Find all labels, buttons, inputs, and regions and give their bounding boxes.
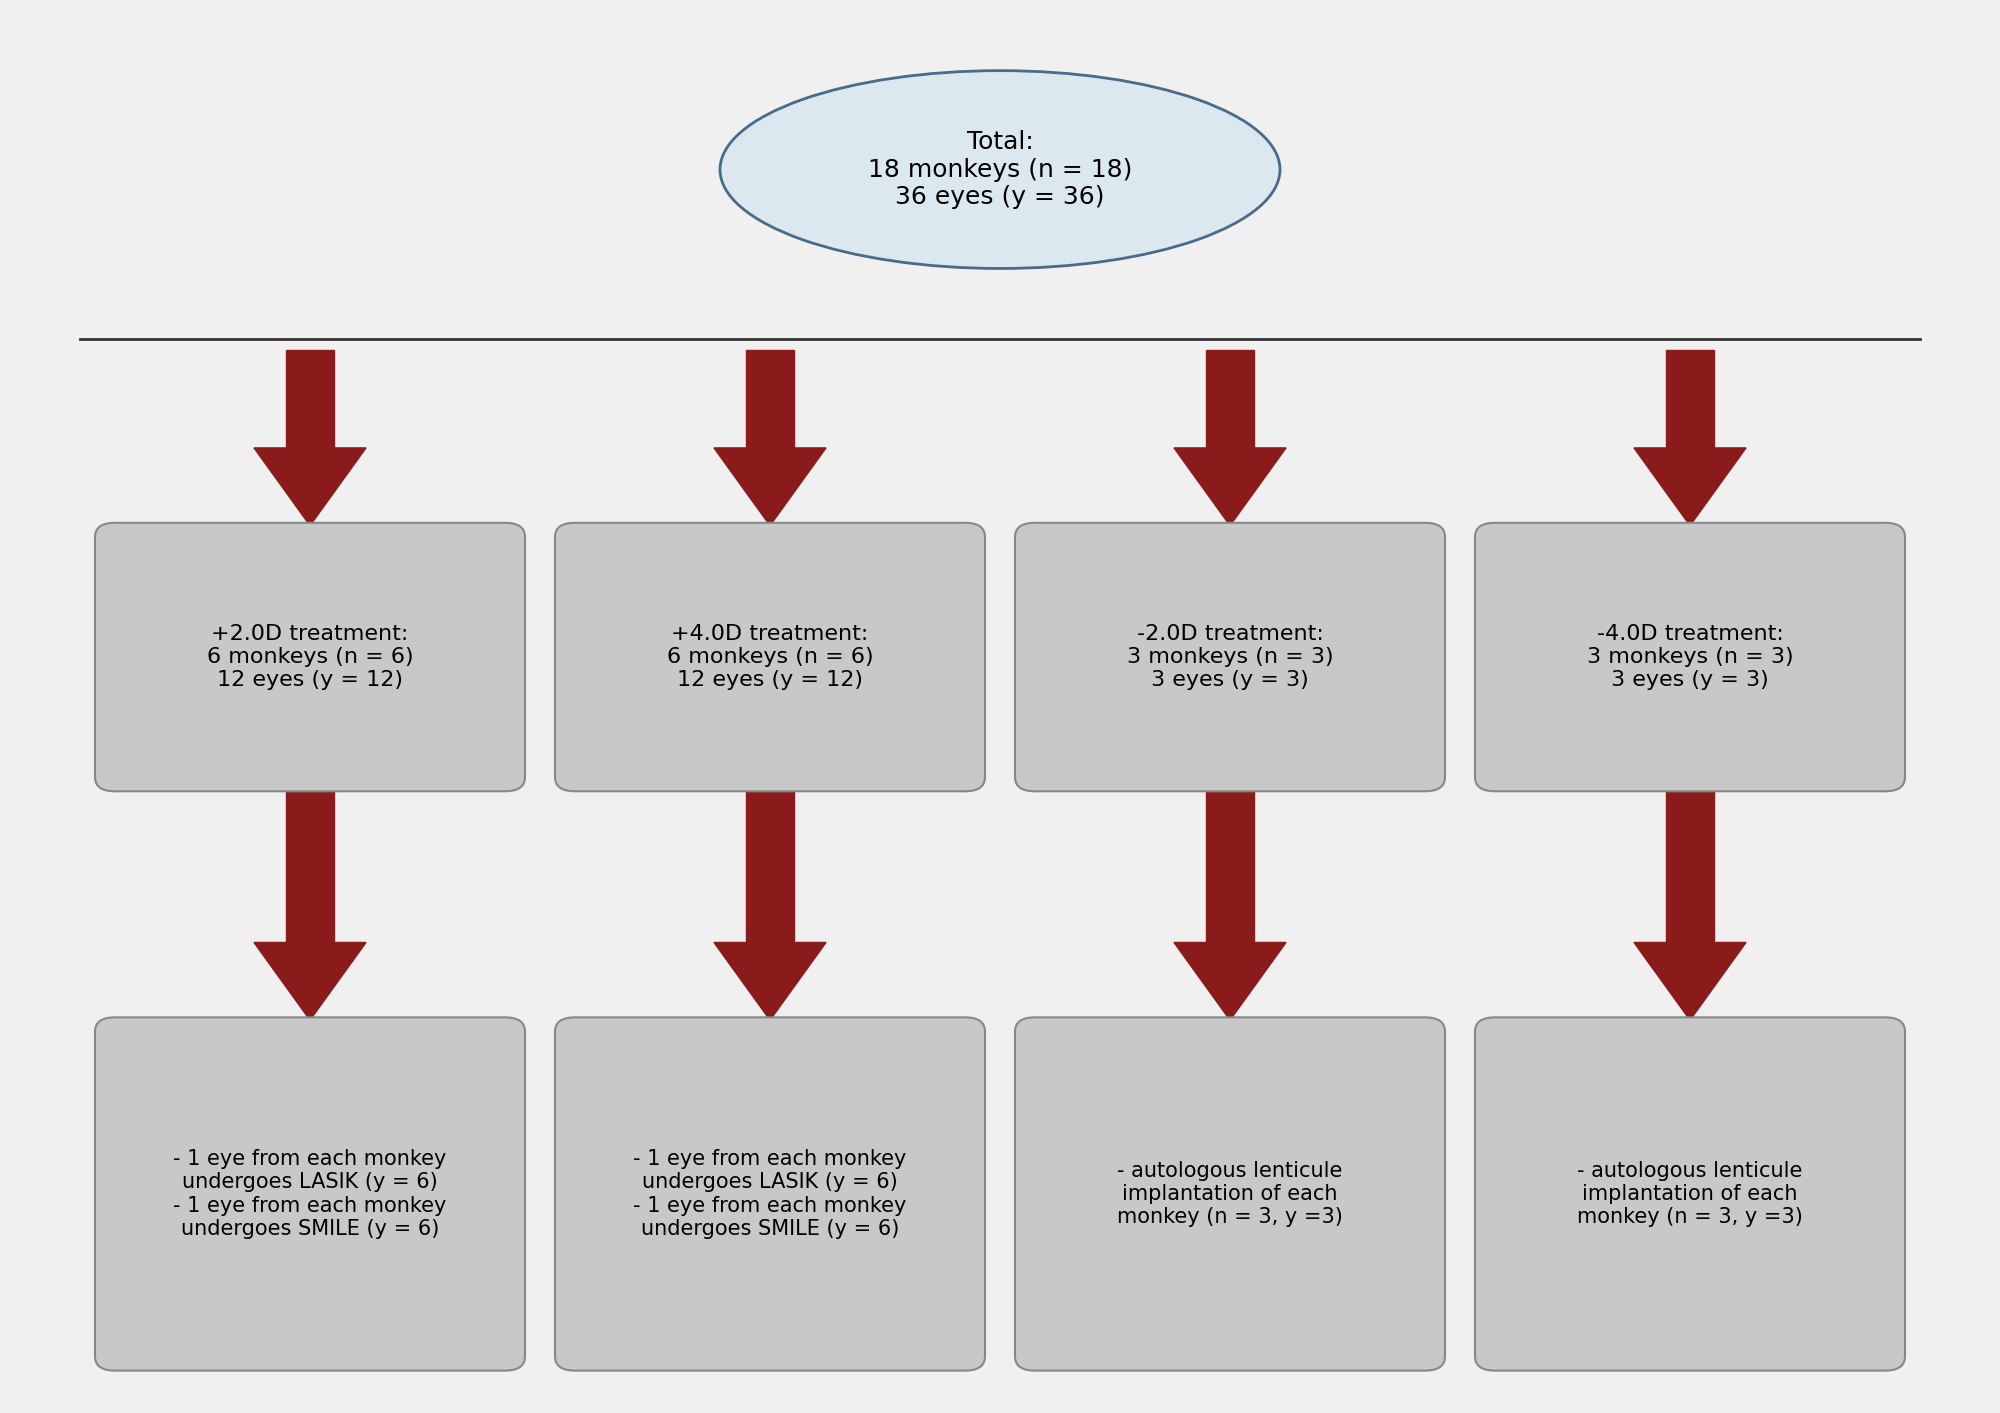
FancyBboxPatch shape <box>1014 1017 1444 1371</box>
Polygon shape <box>1206 788 1254 942</box>
Text: -2.0D treatment:
3 monkeys (n = 3)
3 eyes (y = 3): -2.0D treatment: 3 monkeys (n = 3) 3 eye… <box>1126 625 1334 690</box>
FancyBboxPatch shape <box>1014 523 1444 791</box>
Text: Total:
18 monkeys (n = 18)
36 eyes (y = 36): Total: 18 monkeys (n = 18) 36 eyes (y = … <box>868 130 1132 209</box>
Polygon shape <box>286 350 334 448</box>
Text: - 1 eye from each monkey
undergoes LASIK (y = 6)
- 1 eye from each monkey
underg: - 1 eye from each monkey undergoes LASIK… <box>634 1149 906 1239</box>
Polygon shape <box>1174 448 1286 526</box>
Polygon shape <box>1174 942 1286 1020</box>
Polygon shape <box>1206 350 1254 448</box>
Text: - 1 eye from each monkey
undergoes LASIK (y = 6)
- 1 eye from each monkey
underg: - 1 eye from each monkey undergoes LASIK… <box>174 1149 446 1239</box>
Polygon shape <box>746 788 794 942</box>
Polygon shape <box>1666 350 1714 448</box>
FancyBboxPatch shape <box>1474 523 1904 791</box>
Polygon shape <box>714 448 826 526</box>
Text: - autologous lenticule
implantation of each
monkey (n = 3, y =3): - autologous lenticule implantation of e… <box>1118 1161 1342 1226</box>
Polygon shape <box>746 350 794 448</box>
Ellipse shape <box>720 71 1280 268</box>
FancyBboxPatch shape <box>554 523 984 791</box>
Text: +4.0D treatment:
6 monkeys (n = 6)
12 eyes (y = 12): +4.0D treatment: 6 monkeys (n = 6) 12 ey… <box>666 625 874 690</box>
Text: +2.0D treatment:
6 monkeys (n = 6)
12 eyes (y = 12): +2.0D treatment: 6 monkeys (n = 6) 12 ey… <box>206 625 414 690</box>
Polygon shape <box>1634 942 1746 1020</box>
Polygon shape <box>1666 788 1714 942</box>
Polygon shape <box>254 448 366 526</box>
FancyBboxPatch shape <box>94 1017 524 1371</box>
Polygon shape <box>1634 448 1746 526</box>
FancyBboxPatch shape <box>554 1017 984 1371</box>
Polygon shape <box>286 788 334 942</box>
FancyBboxPatch shape <box>1474 1017 1904 1371</box>
Polygon shape <box>254 942 366 1020</box>
Polygon shape <box>714 942 826 1020</box>
Text: - autologous lenticule
implantation of each
monkey (n = 3, y =3): - autologous lenticule implantation of e… <box>1578 1161 1802 1226</box>
FancyBboxPatch shape <box>94 523 524 791</box>
Text: -4.0D treatment:
3 monkeys (n = 3)
3 eyes (y = 3): -4.0D treatment: 3 monkeys (n = 3) 3 eye… <box>1586 625 1794 690</box>
